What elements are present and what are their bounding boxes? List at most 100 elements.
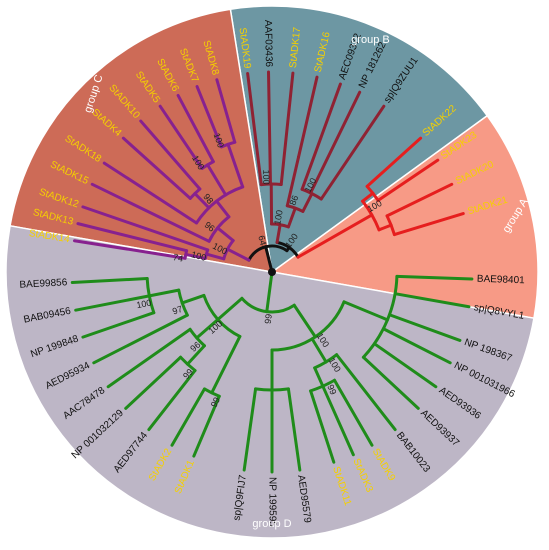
internal-branch	[296, 213, 374, 259]
bootstrap-value: 64	[256, 234, 268, 246]
bootstrap-value: 99	[209, 396, 222, 409]
leaf-branch	[335, 353, 397, 432]
leaf-branch	[300, 82, 342, 191]
bootstrap-value: 97	[171, 304, 184, 317]
leaf-branch	[70, 277, 149, 284]
leaf-branch	[81, 205, 210, 252]
leaf-branch	[74, 294, 151, 312]
leaf-branch	[242, 387, 258, 472]
leaf-branch	[147, 369, 197, 432]
internal-branch	[216, 226, 235, 243]
leaf-branch	[309, 389, 336, 464]
leaf-label: NP 199595	[267, 477, 278, 527]
leaf-branch	[385, 182, 454, 218]
leaf-branch	[246, 71, 263, 187]
internal-branch	[377, 223, 393, 232]
internal-branch	[204, 252, 226, 261]
leaf-branch	[81, 311, 156, 339]
leaf-branch	[102, 161, 199, 225]
leaf-branch	[267, 70, 272, 186]
internal-branch	[206, 163, 228, 197]
internal-branch	[215, 199, 231, 219]
root-branch	[265, 270, 274, 314]
leaf-branch	[90, 182, 211, 243]
leaf-branch	[376, 158, 440, 202]
leaf-branch	[139, 119, 202, 191]
leaf-branch	[176, 93, 215, 164]
bootstrap-value: 99	[263, 313, 274, 324]
group-label-d: group D	[252, 518, 291, 530]
wedge-group-d	[5, 224, 535, 539]
group-label-b: group B	[351, 34, 390, 46]
group-wedges	[5, 5, 539, 539]
leaf-branch	[195, 85, 223, 149]
bootstrap-value: 74	[172, 252, 184, 264]
clade-arc	[240, 296, 296, 314]
bootstrap-value: 96	[203, 220, 217, 234]
wedge-group-a	[270, 114, 539, 320]
bootstrap-value: 96	[188, 340, 202, 354]
internal-branch	[147, 288, 181, 298]
leaf-branch	[361, 355, 420, 410]
bootstrap-value: 100	[212, 132, 226, 149]
leaf-branch	[365, 136, 423, 188]
leaf-branch	[158, 104, 204, 170]
internal-branch	[225, 247, 251, 262]
wedge-group-b	[229, 5, 489, 274]
internal-branch	[310, 337, 328, 364]
leaf-branch	[395, 274, 474, 281]
internal-branch	[216, 296, 244, 321]
leaf-branch	[76, 222, 189, 253]
internal-branch	[193, 192, 211, 210]
leaf-branch	[279, 71, 295, 186]
leaf-label: StADK17	[288, 26, 303, 68]
leaf-branch	[192, 394, 221, 458]
leaf-branch	[170, 387, 206, 447]
internal-branch	[313, 366, 325, 388]
leaf-branch	[321, 384, 355, 457]
leaf-branch	[387, 313, 462, 342]
leaf-branch	[393, 292, 471, 309]
internal-branch	[285, 155, 301, 208]
internal-branch	[361, 191, 375, 203]
clade-arc	[195, 185, 245, 225]
leaf-branch	[72, 239, 187, 260]
internal-branch	[195, 317, 220, 340]
bootstrap-value: 99	[325, 383, 338, 396]
internal-branch	[184, 252, 207, 260]
bootstrap-value: 100	[190, 249, 207, 263]
leaf-branch	[106, 327, 192, 389]
leaf-branch	[121, 136, 192, 200]
leaf-branch	[333, 378, 374, 447]
leaf-branch	[372, 342, 438, 389]
leaf-branch	[392, 212, 465, 237]
internal-branch	[210, 334, 242, 395]
bootstrap-value: 98	[201, 192, 215, 206]
clade-arc	[361, 274, 399, 359]
leaf-label: StADK19	[237, 27, 253, 70]
leaf-branch	[297, 75, 319, 159]
leaf-branch	[286, 387, 302, 472]
leaf-label: AAF03436	[262, 20, 274, 68]
leaf-label: BAE98401	[477, 274, 526, 287]
leaf-branch	[124, 355, 183, 410]
clade-arc	[270, 300, 346, 352]
internal-branch	[292, 303, 317, 339]
bootstrap-value: 86	[288, 194, 301, 207]
leaf-label: BAE99856	[19, 277, 68, 291]
internal-branch	[186, 344, 206, 366]
internal-branch	[275, 223, 282, 244]
clade-arc	[247, 244, 289, 262]
bootstrap-value: 100	[136, 298, 153, 311]
leaf-branch	[215, 78, 237, 144]
root-node	[268, 268, 276, 276]
bootstrap-value: 100	[261, 170, 271, 185]
root-branch	[264, 245, 274, 274]
tree-branches	[70, 70, 474, 474]
internal-branch	[180, 293, 206, 305]
leaf-branch	[319, 104, 386, 201]
internal-branch	[301, 192, 314, 213]
internal-branch	[286, 206, 297, 229]
